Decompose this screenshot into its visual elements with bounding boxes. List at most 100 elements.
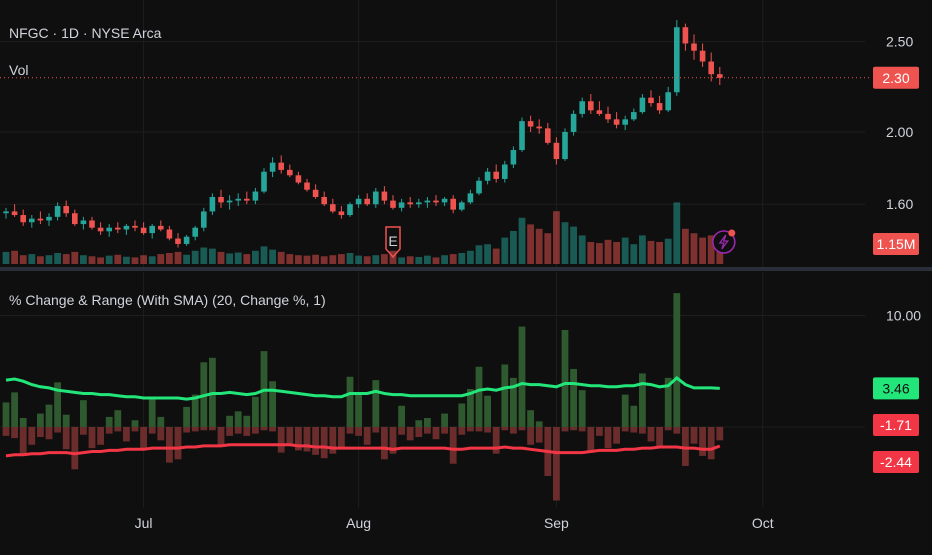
volume-bar xyxy=(217,251,225,264)
candle-body xyxy=(149,225,155,234)
negative-change-bar xyxy=(475,426,483,432)
positive-change-bar xyxy=(183,406,190,427)
negative-change-bar xyxy=(630,426,638,433)
volume-bar xyxy=(260,246,268,264)
volume-bar xyxy=(286,254,294,264)
negative-change-bar xyxy=(518,426,526,431)
volume-bar xyxy=(191,250,199,264)
positive-sma-tag xyxy=(873,377,919,400)
positive-change-bar xyxy=(621,394,629,427)
negative-change-bar xyxy=(62,426,70,450)
candle-body xyxy=(192,227,198,237)
candle-body xyxy=(648,97,654,104)
positive-change-bar xyxy=(191,394,199,427)
negative-change-bar xyxy=(54,426,61,433)
volume-bar xyxy=(71,251,79,264)
negative-change-bar xyxy=(699,426,706,456)
positive-change-bar xyxy=(475,366,483,427)
positive-change-bar xyxy=(45,404,53,427)
volume-bar xyxy=(80,255,87,264)
candle-body xyxy=(459,202,465,210)
x-tick-label: Oct xyxy=(752,515,774,531)
candle-body xyxy=(132,225,138,228)
volume-bar xyxy=(544,233,552,264)
candle-body xyxy=(424,200,431,203)
positive-change-bar xyxy=(518,326,526,427)
negative-change-bar xyxy=(561,426,569,432)
negative-change-bar xyxy=(28,426,36,445)
positive-change-bar xyxy=(458,403,466,427)
negative-range-value: -2.44 xyxy=(880,454,912,470)
negative-change-bar xyxy=(37,426,44,437)
volume-bar xyxy=(424,255,431,264)
positive-change-bar xyxy=(105,416,113,427)
candle-body xyxy=(123,225,130,230)
volume-bar xyxy=(707,235,715,264)
candle-body xyxy=(373,191,379,205)
candle-body xyxy=(398,202,405,208)
candle-body xyxy=(355,198,362,205)
candle-body xyxy=(209,196,216,212)
negative-change-bar xyxy=(578,426,586,432)
negative-change-bar xyxy=(458,426,466,435)
candle-body xyxy=(553,142,560,160)
volume-bar xyxy=(355,255,362,264)
volume-label: Vol xyxy=(9,62,29,78)
y-tick-label-indicator: 10.00 xyxy=(886,307,921,323)
positive-change-bar xyxy=(510,377,517,427)
volume-last-label: 1.15M xyxy=(877,236,916,252)
negative-change-bar xyxy=(123,426,130,442)
candle-body xyxy=(63,206,69,214)
volume-bar xyxy=(277,251,285,264)
positive-change-bar xyxy=(527,410,534,427)
negative-change-bar xyxy=(613,426,620,444)
volume-bar xyxy=(123,256,130,264)
negative-change-bar xyxy=(303,426,311,452)
negative-change-bar xyxy=(647,426,655,442)
positive-change-bar xyxy=(535,421,543,427)
candle-body xyxy=(158,225,164,230)
candle-body xyxy=(699,50,706,62)
earnings-marker xyxy=(385,226,401,259)
event-dot xyxy=(728,229,736,237)
volume-bar xyxy=(518,217,526,264)
candle-body xyxy=(631,112,637,120)
candle-body xyxy=(304,182,310,190)
negative-change-bar xyxy=(11,426,18,439)
negative-change-bar xyxy=(424,426,431,434)
candle-body xyxy=(493,171,499,179)
negative-change-bar xyxy=(243,426,251,436)
volume-bar xyxy=(234,252,242,264)
pane-divider xyxy=(0,267,932,271)
volume-bar xyxy=(11,250,18,264)
volume-bar xyxy=(561,222,569,264)
candle-body xyxy=(390,200,396,208)
negative-change-bar xyxy=(346,426,354,434)
candle-body xyxy=(407,202,413,205)
positive-change-bar xyxy=(234,411,242,427)
positive-change-bar xyxy=(630,405,638,427)
volume-bar xyxy=(105,255,113,264)
negative-change-bar xyxy=(596,426,603,436)
negative-change-bar xyxy=(467,426,474,432)
positive-change-bar xyxy=(561,329,569,427)
candle-body xyxy=(183,236,190,244)
negative-change-bar xyxy=(277,426,285,453)
volume-bar xyxy=(140,255,147,264)
volume-bar xyxy=(37,256,44,264)
negative-change-bar xyxy=(656,426,663,446)
volume-bar xyxy=(372,255,380,264)
candle-body xyxy=(278,162,284,170)
volume-bar xyxy=(200,247,208,264)
x-tick-label: Aug xyxy=(346,515,371,531)
volume-bar xyxy=(252,250,259,264)
positive-change-bar xyxy=(398,405,405,427)
volume-bar xyxy=(570,226,577,264)
negative-change-bar xyxy=(363,426,371,445)
candle-body xyxy=(708,61,714,75)
negative-change-bar xyxy=(80,426,87,435)
y-tick-label-price: 2.50 xyxy=(886,34,913,50)
candle-body xyxy=(80,220,87,225)
